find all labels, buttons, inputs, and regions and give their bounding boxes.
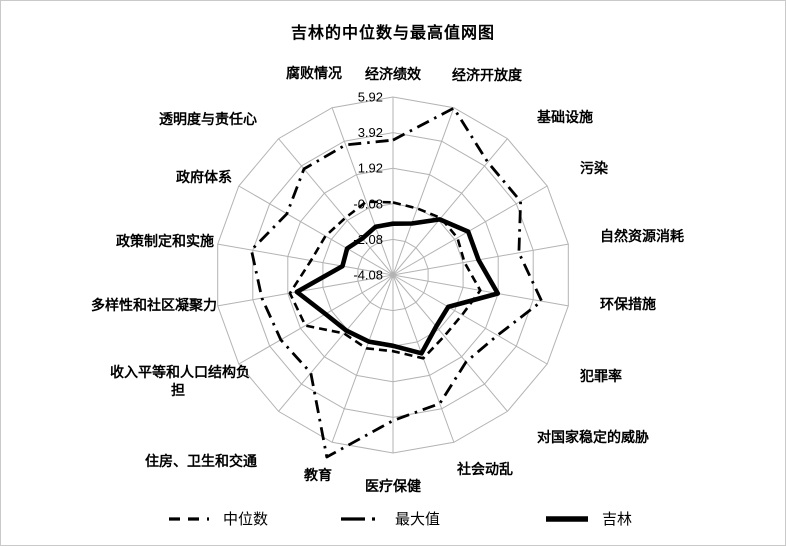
series-line-吉林 (294, 217, 501, 356)
category-label: 基础设施 (537, 109, 593, 125)
category-label: 住房、卫生和交通 (145, 453, 257, 469)
chart-title: 吉林的中位数与最高值网图 (290, 25, 495, 42)
category-label: 社会动乱 (456, 461, 513, 477)
legend-label-最大值: 最大值 (395, 511, 440, 528)
radial-tick-label: 3.92 (358, 125, 383, 140)
category-label: 自然资源消耗 (600, 228, 684, 244)
grid-spoke (217, 274, 394, 307)
category-label: 收入平等和人口结构负担 (110, 364, 250, 398)
grid-spoke (392, 107, 455, 276)
radial-tick-label: -0.08 (353, 196, 383, 211)
category-label: 腐败情况 (286, 65, 342, 81)
category-label: 环保措施 (600, 296, 656, 312)
series-line-中位数 (288, 200, 482, 360)
grid-ring (217, 96, 569, 454)
grid-ring (357, 238, 429, 312)
category-label: 犯罪率 (579, 368, 622, 384)
category-label: 透明度与责任心 (159, 111, 257, 127)
grid-spoke (392, 138, 508, 276)
legend-label-吉林: 吉林 (602, 511, 632, 528)
radial-tick-label: -2.08 (353, 232, 383, 247)
category-label: 教育 (304, 467, 332, 483)
legend-label-中位数: 中位数 (223, 511, 268, 528)
category-label: 对国家稳定的威胁 (537, 429, 649, 445)
category-label: 政策制定和实施 (116, 233, 214, 249)
series-line-最大值 (249, 106, 544, 459)
category-label: 多样性和社区凝聚力 (91, 297, 217, 313)
grid-spoke (392, 274, 548, 365)
category-label: 医疗保健 (365, 478, 421, 494)
radial-tick-label: -4.08 (353, 268, 383, 283)
grid-spoke (331, 107, 394, 276)
grid-spoke (217, 243, 394, 276)
grid-ring (252, 132, 534, 418)
grid-spoke (238, 274, 394, 365)
grid-spoke (278, 274, 394, 412)
grid-spoke (392, 274, 508, 412)
grid-spoke (278, 138, 394, 276)
grid-spoke (331, 274, 394, 443)
category-label: 经济开放度 (452, 67, 523, 83)
grid-ring (287, 167, 499, 383)
category-label: 政府体系 (176, 169, 232, 185)
category-label: 污染 (580, 160, 609, 176)
category-label: 经济绩效 (365, 66, 422, 82)
radial-tick-label: 1.92 (358, 161, 383, 176)
radial-tick-label: 5.92 (358, 90, 383, 105)
grid-spoke (238, 185, 394, 276)
